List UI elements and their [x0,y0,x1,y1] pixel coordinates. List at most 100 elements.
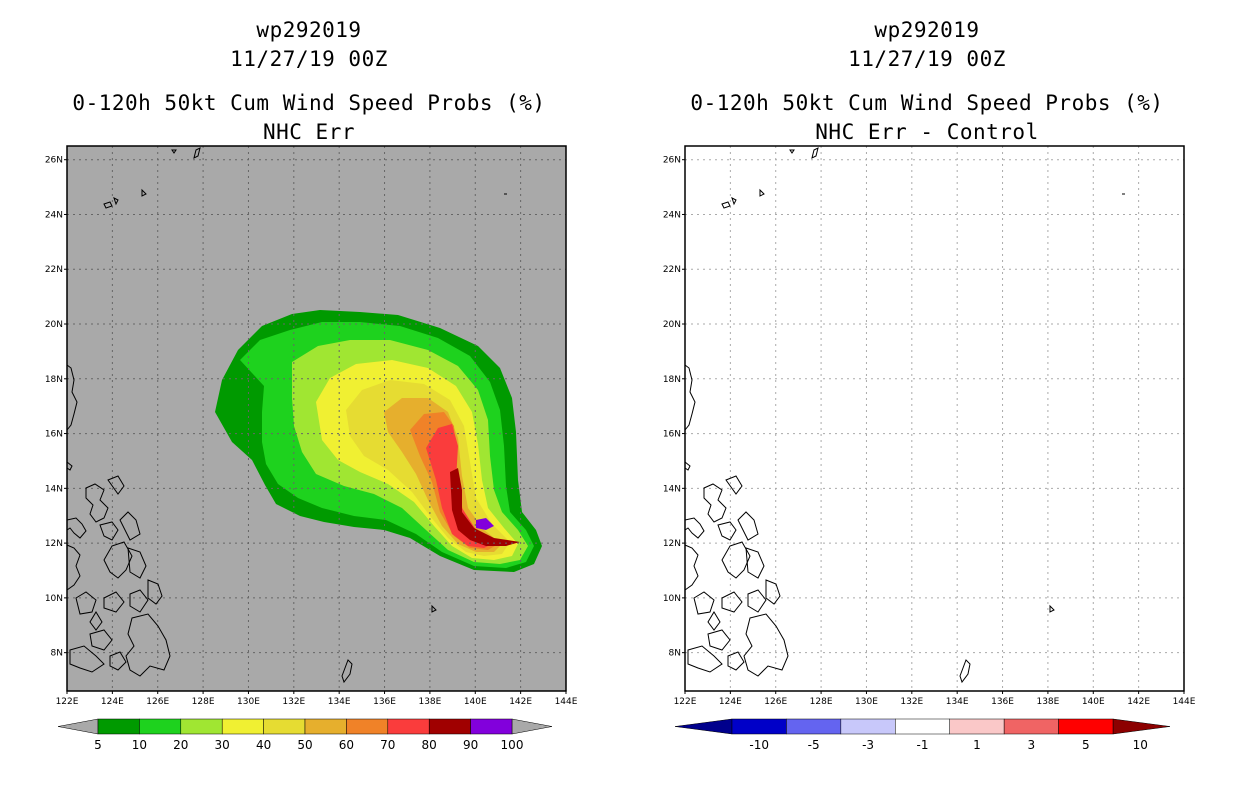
lat-tick-label: 20N [45,320,63,330]
colorbar-swatch [840,718,896,735]
coastline [765,579,781,605]
colorbar-low-end [674,718,733,735]
colorbar-label: -1 [917,738,929,752]
lon-tick-label: 144E [555,697,578,707]
lon-tick-label: 132E [900,697,923,707]
coastline [684,517,705,539]
lon-tick-label: 124E [101,697,124,707]
coastline [127,547,147,579]
coastline [66,461,73,471]
colorbar-label: 10 [1133,738,1148,752]
colorbar-swatch [304,718,347,735]
lon-tick-label: 138E [1036,697,1059,707]
lat-tick-label: 18N [45,375,63,385]
coastline [193,147,201,159]
colorbar-label: 20 [173,738,188,752]
colorbar-label: 10 [132,738,147,752]
contour-band [450,468,520,546]
lat-tick-label: 24N [45,210,63,220]
coastline [703,483,727,523]
coastline [684,364,696,431]
coastline [341,659,353,684]
coastline [109,651,127,671]
storm-id-title: wp292019 [256,18,362,42]
colorbar-high-end [511,718,553,735]
coastline [725,475,743,495]
coastline [66,544,81,591]
coastline [737,511,759,541]
lon-tick-label: 142E [1127,697,1150,707]
storm-id-title: wp292019 [874,18,980,42]
lon-tick-label: 140E [464,697,487,707]
lon-tick-label: 136E [373,697,396,707]
colorbar-label: 1 [973,738,981,752]
colorbar-swatch [1003,718,1059,735]
gridlines [67,146,566,691]
lon-tick-label: 130E [855,697,878,707]
coastline [89,629,113,651]
colorbar-label: 90 [463,738,478,752]
contour-band [426,424,496,548]
lon-tick-label: 134E [328,697,351,707]
lat-tick-label: 22N [663,265,681,275]
lon-tick-label: 128E [810,697,833,707]
subtitle: NHC Err [262,120,355,144]
product-title: 0-120h 50kt Cum Wind Speed Probs (%) [72,91,546,115]
coastline [693,591,715,615]
coastline [66,517,87,539]
coastline [747,589,767,613]
coastline [707,611,721,631]
lon-tick-label: 122E [56,697,79,707]
colorbar-swatch [221,718,264,735]
probability-map: 26N 24N 22N 20N 18N 16N 14N 12N 10N 8N 122E 124E 126… [45,145,578,752]
coastline [721,591,743,613]
coastline [684,544,699,591]
lon-tick-label: 140E [1082,697,1105,707]
coastline [141,188,147,197]
coastline [721,201,731,209]
coastline [107,475,125,495]
coastline [707,629,731,651]
lat-tick-label: 16N [663,430,681,440]
coastline [99,521,119,541]
colorbar-swatch [180,718,223,735]
lon-tick-label: 136E [991,697,1014,707]
lon-tick-label: 126E [764,697,787,707]
colorbar: 5 10 20 30 40 50 60 70 80 90 100 [57,718,553,752]
coastline [759,188,765,197]
colorbar-swatch [786,718,842,735]
colorbar-swatch [139,718,182,735]
lon-tick-label: 132E [282,697,305,707]
colorbar-label: 100 [501,738,524,752]
coastline [745,547,765,579]
lon-tick-label: 138E [418,697,441,707]
coastline [811,147,819,159]
coastline [743,613,789,677]
coastline [129,589,149,613]
coastline [171,149,177,154]
lon-tick-label: 134E [946,697,969,707]
colorbar-label: 3 [1028,738,1036,752]
coastline [69,645,105,673]
lon-tick-label: 130E [237,697,260,707]
coastline [431,604,437,613]
lat-tick-label: 22N [45,265,63,275]
contour-band [476,518,494,530]
lon-tick-label: 124E [719,697,742,707]
lat-tick-label: 12N [45,539,63,549]
coastline [103,201,113,209]
lat-tick-label: 8N [669,649,681,659]
lat-tick-label: 18N [663,375,681,385]
colorbar-swatch [428,718,471,735]
coastline [75,591,97,615]
colorbar-label: 5 [1082,738,1090,752]
product-title: 0-120h 50kt Cum Wind Speed Probs (%) [690,91,1164,115]
lat-tick-label: 14N [45,484,63,494]
lon-tick-label: 122E [674,697,697,707]
colorbar-label: 50 [297,738,312,752]
datetime-title: 11/27/19 00Z [848,47,1006,71]
coastline [687,645,723,673]
colorbar-high-end [1112,718,1171,735]
coastline [119,511,141,541]
coastline [684,461,691,471]
